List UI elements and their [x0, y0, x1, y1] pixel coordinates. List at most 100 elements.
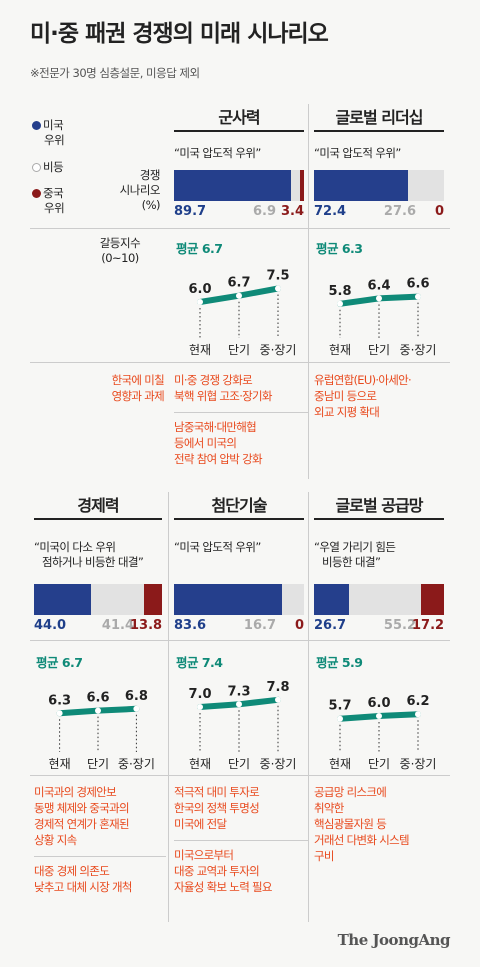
divider-line: [30, 640, 450, 641]
conflict-point: [415, 293, 421, 300]
scenario-quote-line: 비등한 대결”: [322, 555, 381, 569]
conflict-point: [275, 285, 281, 292]
bar-us-share: [314, 170, 409, 201]
cn-dot-icon: [32, 189, 41, 198]
panel-title-rule: [314, 518, 444, 520]
conflict-value-label: 7.0: [188, 687, 211, 702]
conflict-value-label: 7.5: [266, 269, 289, 284]
impact-line: 거래선 다변화 시스템: [314, 833, 410, 847]
impact-line: 남중국해·대만해협: [174, 420, 257, 434]
bar-tie-share: [408, 170, 444, 201]
legend-cn-line1: 중국: [43, 186, 64, 200]
conflict-point: [197, 704, 203, 710]
impact-line: 중남미 등으로: [314, 389, 377, 403]
panel-title: 글로벌 리더십: [335, 108, 424, 127]
scenario-quote: “미국 압도적 우위”: [174, 146, 310, 161]
conflict-line-chart: 5.7 현재 6.0 단기 6.2 중·장기: [328, 694, 436, 771]
value-cn: 0: [434, 204, 444, 219]
impact-line: 등에서 미국의: [174, 436, 237, 450]
conflict-point: [376, 295, 382, 302]
impact-line: 핵심광물자원 등: [314, 817, 387, 831]
impact-line: 대중 경제 의존도: [34, 864, 110, 878]
conflict-line-chart: 6.0 현재 6.7 단기 7.5 중·장기: [188, 269, 296, 358]
legend-us-line1: 미국: [43, 118, 64, 132]
x-tick-label: 중·장기: [118, 757, 155, 771]
conflict-value-label: 5.8: [328, 284, 351, 299]
impact-paragraph: 미국과의 경제안보 동맹 체제와 중국과의 경제적 연계가 혼재된 상황 지속: [34, 784, 166, 848]
page-title: 미·중 패권 경쟁의 미래 시나리오: [30, 21, 329, 47]
scenario-quote-line: “미국이 다소 우위: [34, 540, 116, 554]
conflict-value-label: 6.8: [125, 689, 148, 704]
x-tick-label: 단기: [368, 757, 390, 771]
scenario-quote-line: “미국 압도적 우위”: [174, 540, 261, 554]
conflict-point: [275, 696, 281, 703]
legend-us-line2: 우위: [44, 133, 65, 147]
impact-line: 낮추고 대체 시장 개척: [34, 880, 132, 894]
value-tie: 16.7: [243, 618, 276, 633]
divider-line: [30, 228, 450, 229]
impact-line: 외교 지평 확대: [314, 405, 380, 419]
value-us: 44.0: [34, 618, 67, 633]
value-tie: 6.9: [252, 204, 276, 219]
survey-note: ※전문가 30명 심층설문, 미응답 제외: [30, 66, 200, 80]
scenario-label-line1: 경쟁: [139, 168, 161, 182]
impact-line: 구비: [314, 849, 334, 863]
value-tie: 41.4: [101, 618, 134, 633]
x-tick-label: 단기: [87, 757, 109, 771]
tie-dot-icon: [32, 163, 41, 172]
scenario-label: 경쟁 시나리오 (%): [110, 168, 161, 213]
bar-us-share: [174, 584, 283, 615]
impact-line: 대중 교역과 투자의: [174, 864, 260, 878]
bar-tie-share: [290, 170, 300, 201]
bar-cn-share: [299, 170, 304, 201]
value-tie: 55.2: [383, 618, 416, 633]
impact-line: 취약한: [314, 801, 344, 815]
conflict-value-label: 6.3: [48, 693, 71, 708]
conflict-line-chart: 6.3 현재 6.6 단기 6.8 중·장기: [48, 689, 155, 771]
publisher-logo: The JoongAng: [337, 931, 451, 949]
column-divider: [308, 492, 309, 922]
impact-line: 미·중 경쟁 강화로: [174, 373, 253, 387]
impact-label-line2: 영향과 과제: [111, 389, 165, 403]
x-tick-label: 현재: [329, 757, 351, 771]
value-us: 26.7: [314, 618, 347, 633]
impact-line: 북핵 위협 고조·장기화: [174, 389, 272, 403]
impact-line: 적극적 대미 투자로: [174, 785, 260, 799]
x-tick-label: 단기: [228, 757, 250, 771]
bar-tie-share: [282, 584, 304, 615]
conflict-point: [236, 701, 242, 708]
column-divider: [168, 492, 169, 922]
divider-line: [30, 775, 450, 776]
legend-us: 미국 우위: [32, 118, 65, 148]
scenario-quote-line: “미국 압도적 우위”: [174, 146, 261, 160]
conflict-value-label: 6.0: [188, 282, 211, 297]
x-tick-label: 중·장기: [260, 757, 297, 771]
us-dot-icon: [32, 121, 41, 130]
impact-line: 전략 참여 압박 강화: [174, 452, 263, 466]
conflict-line-chart: 7.0 현재 7.3 단기 7.8 중·장기: [188, 680, 296, 771]
impact-line: 공급망 리스크에: [314, 785, 387, 799]
panel-title-rule: [34, 518, 162, 520]
conflict-value-label: 6.2: [406, 694, 429, 709]
bar-us-share: [34, 584, 91, 615]
value-cn: 3.4: [280, 204, 304, 219]
scenario-quote-line: “미국 압도적 우위”: [314, 146, 401, 160]
impact-paragraph: 유럽연합(EU)·아세안· 중남미 등으로 외교 지평 확대: [314, 372, 448, 420]
conflict-point: [337, 300, 343, 307]
panel-title: 군사력: [218, 108, 260, 127]
divider-line: [30, 362, 450, 363]
conflict-value-label: 5.7: [328, 699, 351, 714]
conflict-value-label: 7.8: [266, 680, 289, 695]
scenario-quote: “우열 가리기 힘든 비등한 대결”: [314, 540, 450, 570]
impact-line: 자율성 확보 노력 필요: [174, 880, 272, 894]
scenario-quote: “미국이 다소 우위 점하거나 비등한 대결”: [34, 540, 168, 570]
scenario-quote-line: 점하거나 비등한 대결”: [42, 555, 144, 569]
legend-tie-label: 비등: [43, 160, 64, 174]
scenario-label-line3: (%): [141, 198, 161, 212]
